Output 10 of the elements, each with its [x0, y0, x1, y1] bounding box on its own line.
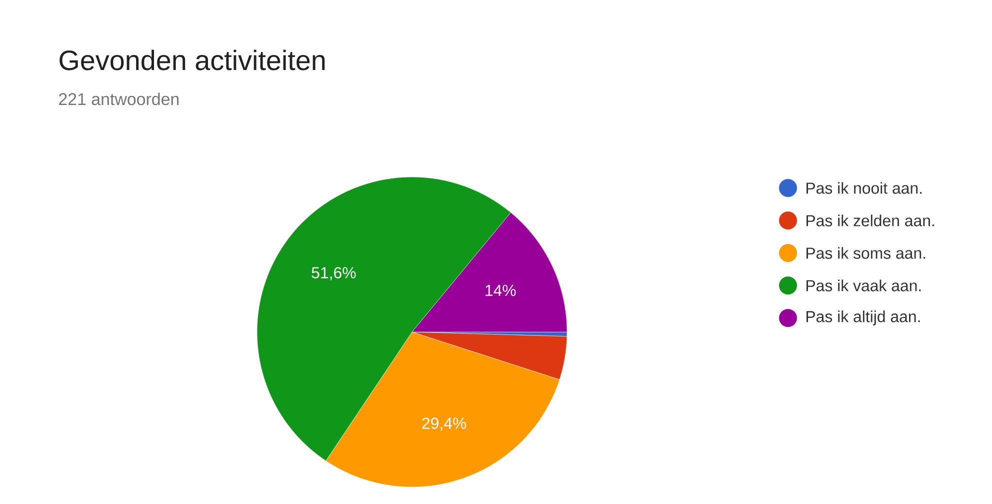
data-label: 14%	[486, 284, 516, 296]
data-label: 29,4%	[422, 418, 466, 431]
legend-label: Pas ik soms aan.	[806, 247, 926, 259]
legend-label: Pas ik altijd aan.	[806, 310, 920, 326]
text: 221 antwoorden	[59, 92, 179, 106]
data-label: 51,6%	[312, 267, 356, 280]
legend-label: Pas ik nooit aan.	[806, 182, 922, 194]
legend-label: Pas ik zelden aan.	[806, 214, 934, 226]
legend-label: Pas ik vaak aan.	[806, 280, 921, 292]
chart-title: Gevonden activiteiten	[60, 50, 325, 70]
